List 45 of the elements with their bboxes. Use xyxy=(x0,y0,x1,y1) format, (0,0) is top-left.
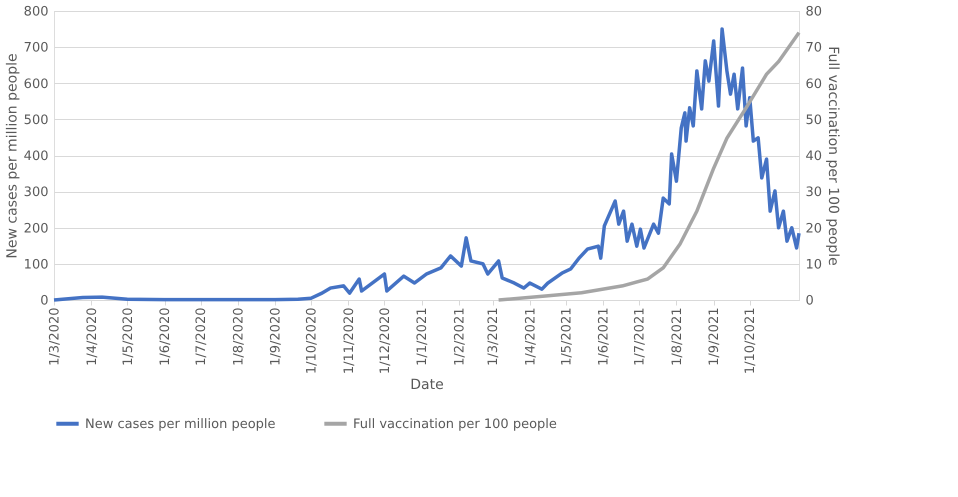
x-tick-label: 1/8/2020 xyxy=(231,308,246,366)
y-tick-label: 400 xyxy=(24,149,48,164)
x-axis-title: Date xyxy=(410,377,444,394)
y-tick-label: 200 xyxy=(24,221,48,236)
x-tick-label: 1/2/2021 xyxy=(452,308,468,366)
legend-label: New cases per million people xyxy=(85,416,276,432)
y-axis-title: New cases per million people xyxy=(4,53,21,259)
x-tick-label: 1/5/2021 xyxy=(559,308,574,366)
y-tick-label: 700 xyxy=(24,40,48,56)
x-tick-label: 1/10/2021 xyxy=(743,308,758,374)
y-tick-label: 300 xyxy=(24,185,48,200)
x-tick-label: 1/7/2020 xyxy=(194,308,210,366)
y2-axis-title: Full vaccination per 100 people xyxy=(825,46,842,266)
x-tick-label: 1/4/2020 xyxy=(84,308,100,366)
y2-tick-label: 50 xyxy=(806,112,822,128)
x-tick-label: 1/7/2021 xyxy=(632,308,648,366)
legend-label: Full vaccination per 100 people xyxy=(353,416,557,432)
x-tick-label: 1/10/2020 xyxy=(304,308,320,374)
x-tick-label: 1/3/2021 xyxy=(486,308,502,366)
y-tick-label: 0 xyxy=(40,294,48,308)
y-tick-label: 600 xyxy=(24,76,48,92)
x-tick-label: 1/8/2021 xyxy=(670,308,685,366)
x-tick-label: 1/4/2021 xyxy=(523,308,538,366)
y2-tick-label: 20 xyxy=(806,221,822,236)
y-tick-label: 800 xyxy=(24,4,48,20)
x-tick-label: 1/3/2020 xyxy=(48,308,62,366)
y2-tick-label: 80 xyxy=(806,4,822,20)
y2-tick-label: 10 xyxy=(806,257,822,272)
y2-tick-label: 30 xyxy=(806,185,822,200)
x-tick-label: 1/5/2020 xyxy=(120,308,136,366)
x-tick-label: 1/6/2021 xyxy=(596,308,612,366)
x-tick-label: 1/9/2020 xyxy=(268,308,284,366)
line-series xyxy=(52,27,801,302)
x-tick-label: 1/9/2021 xyxy=(707,308,722,366)
y2-tick-label: 60 xyxy=(806,76,822,92)
x-tick-label: 1/1/2021 xyxy=(415,308,430,366)
x-tick-label: 1/12/2020 xyxy=(378,308,393,374)
y2-tick-label: 40 xyxy=(806,149,822,164)
y2-tick-label: 0 xyxy=(806,294,814,308)
y2-tick-label: 70 xyxy=(806,40,822,56)
y-tick-label: 500 xyxy=(24,112,48,128)
x-tick-label: 1/6/2020 xyxy=(158,308,174,366)
y-tick-label: 100 xyxy=(24,257,48,272)
x-tick-label: 1/11/2020 xyxy=(342,308,357,374)
line-series xyxy=(496,30,801,302)
